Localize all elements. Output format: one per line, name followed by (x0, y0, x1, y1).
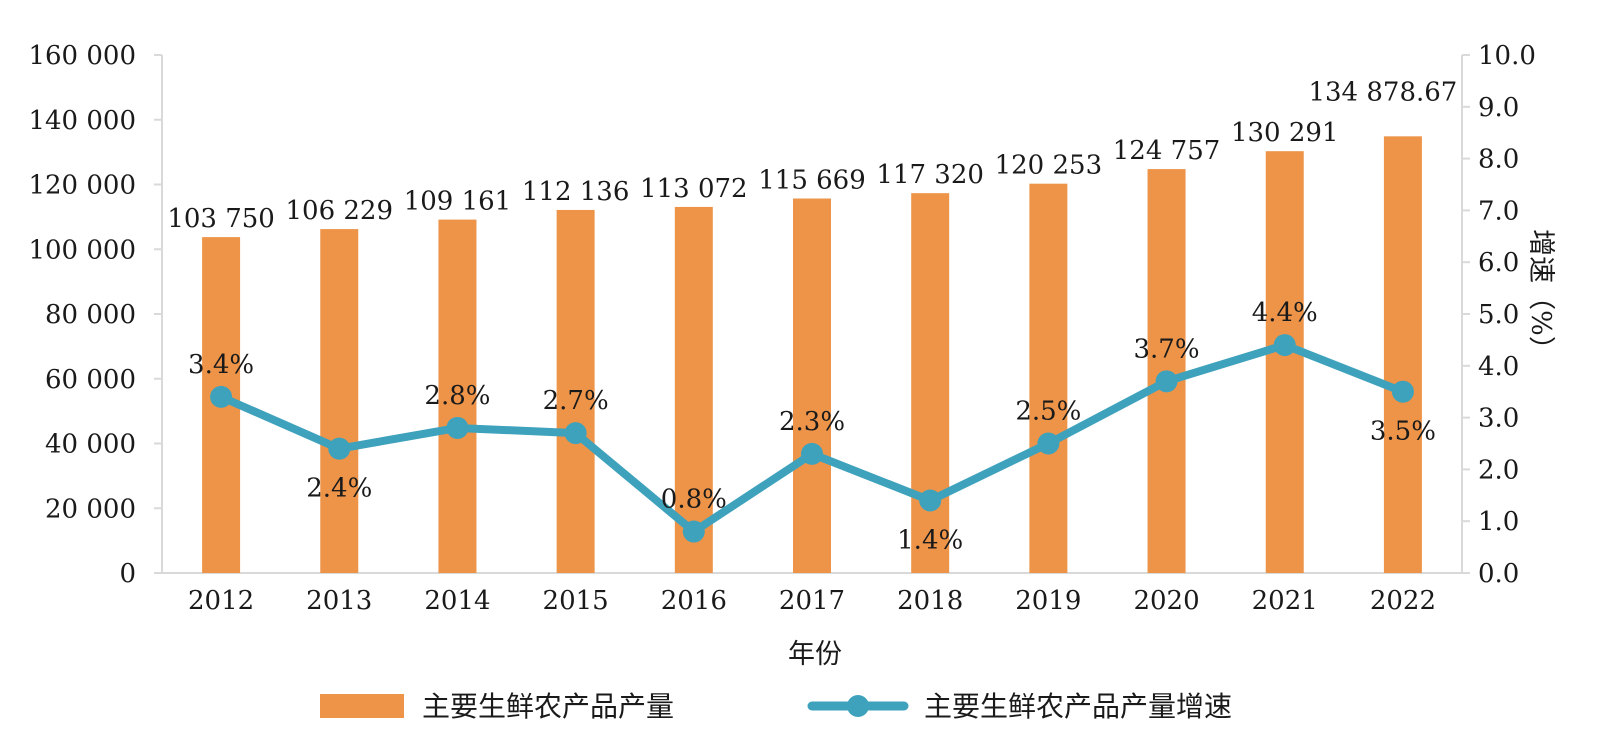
bar (1029, 183, 1068, 573)
line-data-label: 1.4% (897, 525, 963, 555)
left-tick-label: 0 (119, 559, 136, 589)
line-point (1037, 432, 1060, 455)
line-data-label: 0.8% (661, 485, 727, 515)
legend: 主要生鲜农产品产量 主要生鲜农产品产量增速 (320, 690, 1232, 723)
right-tick-label: 4.0 (1478, 352, 1519, 382)
legend-bar-swatch (320, 694, 404, 718)
line-data-label: 3.7% (1134, 334, 1200, 364)
left-tick-label: 80 000 (45, 300, 136, 330)
line-data-label: 3.5% (1370, 417, 1436, 447)
right-tick-label: 0.0 (1478, 559, 1519, 589)
line-point (1155, 370, 1178, 393)
x-axis-title: 年份 (788, 639, 842, 670)
bar (1383, 136, 1422, 573)
x-tick-label: 2021 (1252, 586, 1318, 616)
bar-data-label: 115 669 (758, 166, 866, 196)
bar-data-label: 120 253 (995, 151, 1103, 181)
right-tick-label: 9.0 (1478, 93, 1519, 123)
left-tick-label: 60 000 (45, 365, 136, 395)
bar (674, 206, 713, 574)
bar-data-label: 103 750 (167, 204, 275, 234)
x-tick-label: 2015 (543, 586, 609, 616)
right-tick-label: 6.0 (1478, 248, 1519, 278)
left-tick-label: 40 000 (45, 430, 136, 460)
x-tick-label: 2012 (188, 586, 254, 616)
line-point (564, 422, 587, 445)
x-tick-label: 2013 (306, 586, 372, 616)
bar-data-label: 113 072 (640, 174, 748, 204)
bar-data-labels: 103 750 106 229 109 161 112 136 113 072 115 6… (167, 77, 1457, 234)
bar (438, 219, 477, 574)
legend-bar-label: 主要生鲜农产品产量 (422, 690, 674, 723)
left-tick-label: 20 000 (45, 494, 136, 524)
line-point (682, 520, 705, 543)
bar-data-label: 112 136 (522, 177, 630, 207)
right-tick-label: 10.0 (1478, 41, 1536, 71)
right-tick-label: 8.0 (1478, 145, 1519, 175)
x-tick-label: 2016 (661, 586, 727, 616)
bar (556, 209, 595, 573)
right-axis-ticks: 0.0 1.0 2.0 3.0 4.0 5.0 6.0 7.0 8.0 9.0 10.0 (1462, 41, 1536, 589)
right-tick-label: 3.0 (1478, 404, 1519, 434)
left-tick-label: 120 000 (28, 171, 136, 201)
right-tick-label: 1.0 (1478, 507, 1519, 537)
bar-data-label: 134 878.67 (1308, 77, 1457, 107)
left-tick-label: 140 000 (28, 106, 136, 136)
bar-data-label: 124 757 (1113, 136, 1221, 166)
left-axis-ticks: 0 20 000 40 000 60 000 80 000 100 000 120 000 1… (28, 41, 162, 589)
x-axis-ticks: 2012 2013 2014 2015 2016 2017 2018 2019 2020 2021… (188, 586, 1436, 616)
legend-line-label: 主要生鲜农产品产量增速 (924, 690, 1232, 723)
bar-data-label: 117 320 (876, 160, 984, 190)
line-data-label: 4.4% (1252, 298, 1318, 328)
bar (320, 229, 359, 573)
line-data-label: 2.4% (306, 474, 372, 504)
right-tick-label: 7.0 (1478, 196, 1519, 226)
line-data-label: 3.4% (188, 350, 254, 380)
line-point (1273, 334, 1296, 357)
line-point (801, 442, 823, 465)
bar-data-label: 130 291 (1231, 118, 1339, 148)
bar (1265, 151, 1304, 573)
line-data-label: 2.7% (543, 386, 609, 416)
x-tick-label: 2018 (897, 586, 963, 616)
line-data-labels: 3.4% 2.4% 2.8% 2.7% 0.8% 2.3% 1.4% 2.5% 3.7% 4.4%… (188, 298, 1436, 555)
x-tick-label: 2022 (1370, 586, 1436, 616)
line-point (1391, 380, 1414, 403)
right-axis-title: 增速（%） (1525, 229, 1556, 363)
right-tick-label: 2.0 (1478, 455, 1519, 485)
line-point (210, 385, 233, 408)
bar (911, 193, 950, 573)
bar-data-label: 106 229 (286, 196, 394, 226)
left-tick-label: 100 000 (28, 235, 136, 265)
legend-line-marker (847, 695, 869, 717)
x-tick-label: 2020 (1133, 586, 1199, 616)
line-point (446, 416, 469, 439)
line-point (919, 489, 942, 512)
line-series (210, 334, 1414, 543)
x-tick-label: 2014 (424, 586, 490, 616)
bar (793, 198, 831, 573)
bar-data-label: 109 161 (404, 187, 512, 217)
x-tick-label: 2019 (1015, 586, 1081, 616)
line-data-label: 2.8% (424, 381, 490, 411)
right-tick-label: 5.0 (1478, 300, 1519, 330)
line-data-label: 2.5% (1015, 397, 1081, 427)
left-tick-label: 160 000 (28, 41, 136, 71)
x-tick-label: 2017 (779, 586, 845, 616)
line-data-label: 2.3% (779, 407, 845, 437)
line-point (328, 437, 351, 460)
